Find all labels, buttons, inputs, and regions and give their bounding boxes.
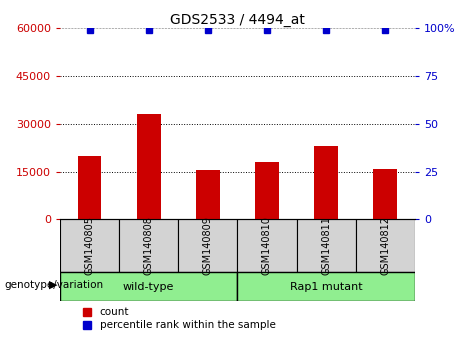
Text: GSM140810: GSM140810 [262,217,272,275]
Title: GDS2533 / 4494_at: GDS2533 / 4494_at [170,13,305,27]
Bar [255,162,279,219]
Legend: count, percentile rank within the sample: count, percentile rank within the sample [83,307,275,331]
Bar [296,219,356,273]
Text: GSM140811: GSM140811 [321,217,331,275]
Text: Rap1 mutant: Rap1 mutant [290,282,362,292]
Bar [373,169,397,219]
Text: ▶: ▶ [49,280,57,290]
Bar [237,219,296,273]
Bar [356,219,415,273]
Bar [178,219,237,273]
Bar [196,170,219,219]
Text: GSM140809: GSM140809 [203,217,213,275]
Bar [119,219,178,273]
Bar [60,219,119,273]
Text: GSM140812: GSM140812 [380,216,390,275]
Text: GSM140808: GSM140808 [144,217,154,275]
Bar [314,146,338,219]
Text: wild-type: wild-type [123,282,174,292]
Bar [237,273,415,301]
Text: genotype/variation: genotype/variation [5,280,104,290]
Bar [137,114,160,219]
Text: GSM140805: GSM140805 [84,216,95,275]
Bar [77,156,101,219]
Bar [60,273,237,301]
